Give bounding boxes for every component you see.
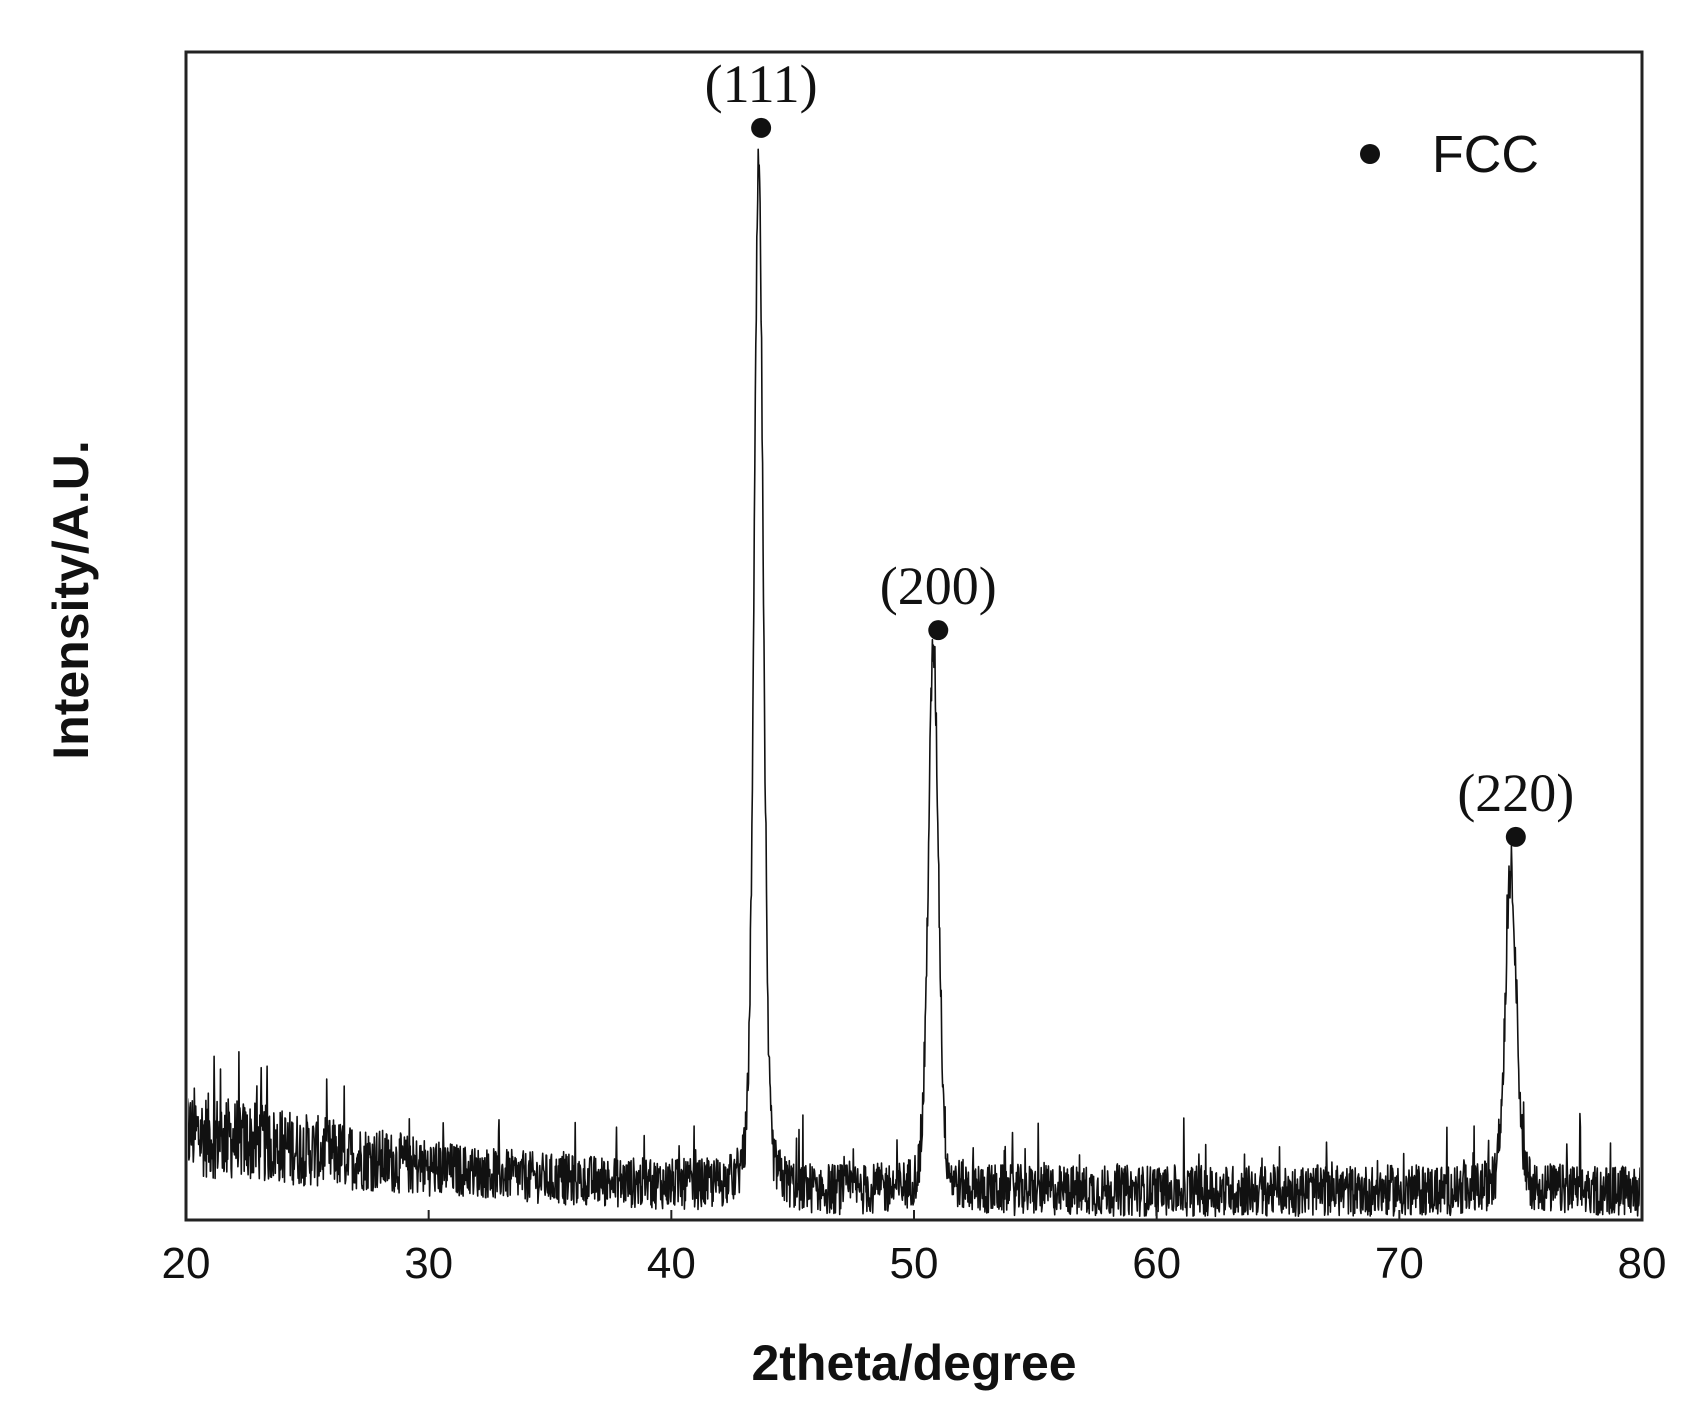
peak-marker [1505,826,1526,847]
series-line-xrd [188,148,1640,1218]
legend-label-fcc: FCC [1432,126,1539,184]
x-tick-label: 20 [162,1239,211,1288]
x-tick-label: 70 [1375,1239,1424,1288]
peak-label: (220) [1457,763,1574,823]
plot-frame [184,50,1644,1222]
x-tick-label: 60 [1132,1239,1181,1288]
peak-marker [751,117,772,138]
y-axis-title: Intensity/A.U. [43,440,99,759]
peak-label: (200) [880,556,997,616]
peak-annotations: (111) (200) (220) [705,54,1574,847]
legend-marker-fcc [1360,144,1380,164]
x-tick-label: 30 [404,1239,453,1288]
x-tick-label: 80 [1618,1239,1667,1288]
peak-marker [928,620,949,641]
x-tick-label: 50 [890,1239,939,1288]
peak-label: (111) [705,54,818,114]
x-axis-ticks: 20 30 40 50 60 70 80 [162,1210,1667,1288]
legend: FCC [1360,126,1539,184]
x-axis-title: 2theta/degree [751,1335,1076,1391]
x-tick-label: 40 [647,1239,696,1288]
